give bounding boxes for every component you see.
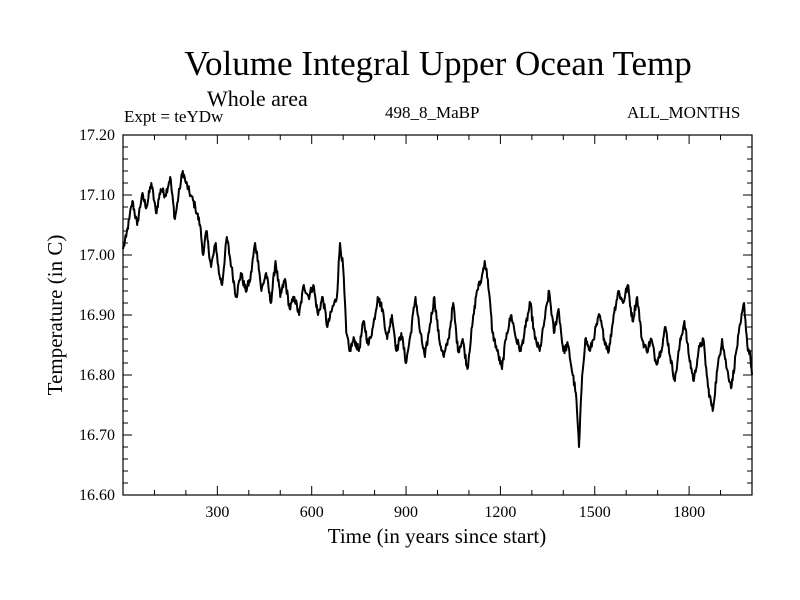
x-tick-label: 300 [205,504,229,521]
y-tick-label: 17.10 [79,187,115,204]
y-tick-label: 16.60 [79,487,115,504]
y-tick-label: 16.70 [79,427,115,444]
x-tick-label: 600 [300,504,324,521]
chart-subtitle: Whole area [207,86,308,111]
experiment-label: Expt = teYDw [124,107,224,126]
y-tick-label: 16.80 [79,367,115,384]
x-tick-label: 1800 [673,504,705,521]
y-tick-label: 17.00 [79,247,115,264]
y-axis-label: Temperature (in C) [43,235,67,396]
y-tick-label: 16.90 [79,307,115,324]
run-label: 498_8_MaBP [385,103,480,122]
x-tick-label: 1500 [579,504,611,521]
axis-ticks [123,134,752,496]
series-line [122,170,753,448]
plot-frame [122,134,753,496]
x-axis-label: Time (in years since start) [328,524,547,548]
x-tick-label: 1200 [484,504,516,521]
chart-title: Volume Integral Upper Ocean Temp [184,44,692,83]
y-tick-label: 17.20 [79,127,115,144]
tick-labels: 300 600 900 1200 1500 1800 16.60 16.70 16.80 16.9… [79,127,705,521]
x-tick-label: 900 [394,504,418,521]
months-label: ALL_MONTHS [627,103,741,122]
